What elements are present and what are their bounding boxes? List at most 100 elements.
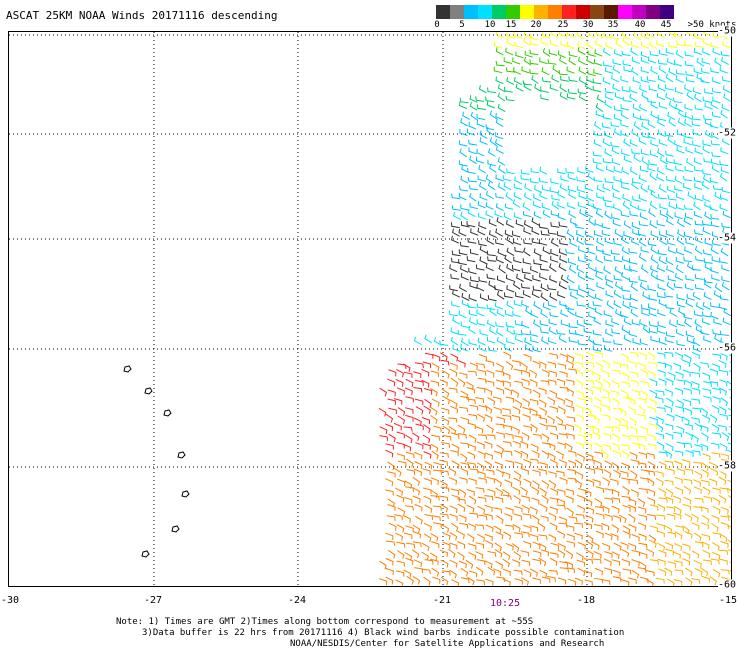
wind-barb [601,229,611,237]
wind-barb [712,47,721,56]
wind-barb [396,442,405,449]
wind-barb [701,57,711,65]
wind-barb [710,302,720,308]
wind-barb [702,414,711,423]
wind-barb [704,201,713,209]
wind-barb [692,344,701,353]
wind-barb [432,505,442,511]
wind-barb [665,73,674,83]
colorbar-label-35: 35 [607,20,619,30]
wind-barb [492,396,502,403]
wind-barb [602,337,612,343]
wind-barb [412,575,421,585]
wind-barb [393,398,403,405]
wind-barb [674,486,684,495]
wind-barb [675,328,684,337]
wind-barb [656,407,666,413]
wind-barb [521,66,530,74]
colorbar-swatch [590,5,604,19]
wind-barb [575,379,584,389]
colorbar-swatch [604,5,618,19]
wind-barb [694,245,703,255]
wind-barb [574,577,583,586]
wind-barb [531,486,540,495]
wind-barb [466,221,476,228]
wind-barb [665,541,674,550]
wind-barb [430,415,438,424]
wind-barb [657,59,667,65]
wind-barb [605,280,614,289]
wind-barb [522,202,531,211]
wind-barb [639,576,649,584]
wind-barb [523,524,532,532]
wind-barb [657,283,666,291]
wind-barb [622,294,632,301]
wind-barb [727,539,731,543]
wind-barb [414,336,422,346]
wind-barb [638,238,647,247]
wind-barb [614,92,624,100]
wind-barb [611,425,620,433]
wind-barb [665,256,674,266]
wind-barb [466,387,475,394]
wind-barb [566,354,575,363]
wind-barb [542,32,551,39]
wind-barb [565,405,575,412]
wind-barb [684,246,693,254]
wind-barb [529,408,538,416]
wind-barb [569,238,578,247]
wind-barb [549,292,558,301]
wind-barb [402,363,411,373]
wind-barb [637,435,647,442]
wind-barb [620,129,629,137]
wind-barb [612,64,621,74]
wind-barb [487,346,497,352]
wind-barb [638,137,647,145]
wind-barb [718,494,727,504]
wind-barb [637,506,647,514]
wind-barb [467,576,475,586]
wind-barb [530,443,539,452]
wind-barb [495,423,505,429]
wind-barb [667,371,676,380]
wind-barb [601,396,611,403]
wind-barb [702,301,711,310]
wind-barb [387,389,396,397]
wind-barb [415,406,424,415]
wind-barb [610,121,620,128]
wind-barb [450,353,459,362]
wind-barb [515,335,524,343]
wind-barb [650,245,659,255]
wind-barb [421,417,431,425]
wind-barb [460,204,470,211]
wind-barb [667,135,675,145]
wind-barb [691,120,701,127]
wind-barb [673,97,683,103]
wind-barb [695,325,704,334]
wind-barb [521,531,530,538]
wind-barb [529,39,539,46]
wind-barb [700,522,710,530]
wind-barb [458,488,467,498]
wind-barb [674,175,683,184]
wind-barb [588,217,596,227]
wind-barb [712,329,722,336]
wind-barb [594,121,602,130]
wind-barb [433,425,442,433]
wind-barb [477,200,486,209]
wind-barb [586,194,595,202]
wind-barb [648,85,658,92]
wind-barb [484,460,493,469]
wind-barb [448,426,457,435]
wind-barb [556,504,566,510]
wind-barb [667,195,677,201]
lon-label-24: -24 [287,595,307,606]
wind-barb [601,522,610,531]
wind-barb [727,479,731,483]
wind-barb [495,328,504,337]
wind-barb [557,212,566,221]
wind-barb [565,379,575,386]
wind-barb [405,451,415,459]
wind-barb [405,434,413,444]
wind-barb [485,124,495,131]
